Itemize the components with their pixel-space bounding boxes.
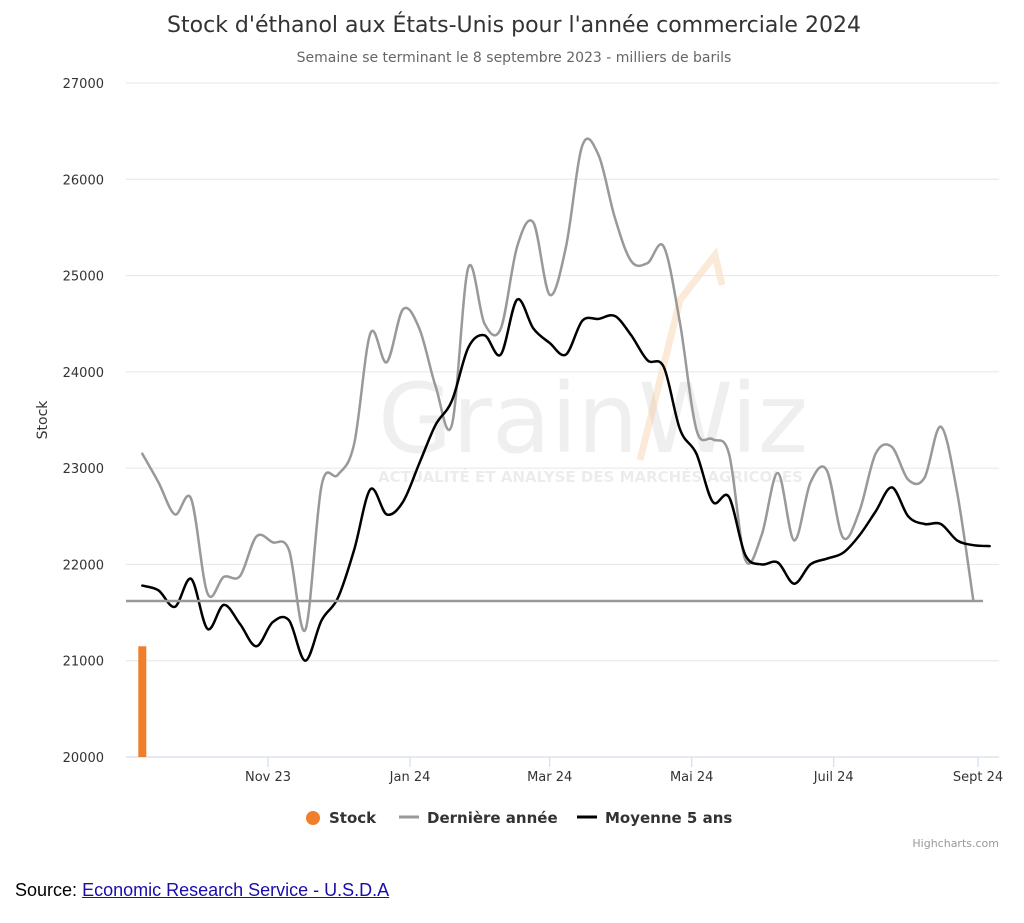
legend-item-derniere-annee[interactable]: Dernière année xyxy=(399,809,558,827)
bar-stock[interactable] xyxy=(138,646,147,757)
legend-moyenne-5-ans-label: Moyenne 5 ans xyxy=(605,809,732,827)
legend-stock-symbol xyxy=(306,811,320,825)
x-tick-label: Sept 24 xyxy=(953,770,1003,785)
x-tick-label: Nov 23 xyxy=(245,770,291,785)
plot-area xyxy=(126,137,991,757)
legend-item-moyenne-5-ans[interactable]: Moyenne 5 ans xyxy=(577,809,732,827)
highcharts-credits[interactable]: Highcharts.com xyxy=(912,837,999,850)
watermark-brand: GrainWiz xyxy=(378,363,808,475)
y-tick-label: 22000 xyxy=(63,558,104,573)
x-tick-label: Juil 24 xyxy=(813,770,854,785)
grid-lines xyxy=(126,82,999,662)
series-line-moyenne-5-ans[interactable] xyxy=(141,298,991,662)
legend-item-stock[interactable]: Stock xyxy=(306,809,377,827)
x-tick-label: Mar 24 xyxy=(527,770,572,785)
chart-title: Stock d'éthanol aux États-Unis pour l'an… xyxy=(167,12,861,38)
legend-stock-label: Stock xyxy=(329,809,377,827)
ethanol-stock-chart: GrainWiz ACTUALITÉ ET ANALYSE DES MARCHÉ… xyxy=(35,12,1003,850)
y-axis-ticks: 20000 21000 22000 23000 24000 25000 26000 27000 xyxy=(63,77,104,766)
y-tick-label: 23000 xyxy=(63,462,104,477)
y-tick-label: 20000 xyxy=(63,751,104,766)
legend: Stock Dernière année Moyenne 5 ans xyxy=(306,809,732,827)
x-axis: Nov 23 Jan 24 Mar 24 Mai 24 Juil 24 Sept 24 xyxy=(126,756,1003,785)
x-tick-label: Jan 24 xyxy=(389,770,431,785)
watermark-tagline: ACTUALITÉ ET ANALYSE DES MARCHÉS AGRICOL… xyxy=(378,467,803,486)
y-tick-label: 27000 xyxy=(63,77,104,92)
source-line: Source: Economic Research Service - U.S.… xyxy=(15,880,389,901)
y-axis-title: Stock xyxy=(35,400,51,440)
y-tick-label: 25000 xyxy=(63,270,104,285)
watermark: GrainWiz ACTUALITÉ ET ANALYSE DES MARCHÉ… xyxy=(378,247,808,486)
watermark-logo-mark xyxy=(636,247,726,461)
source-link[interactable]: Economic Research Service - U.S.D.A xyxy=(82,880,390,900)
y-tick-label: 21000 xyxy=(63,655,104,670)
legend-derniere-annee-label: Dernière année xyxy=(427,809,558,827)
y-tick-label: 24000 xyxy=(63,366,104,381)
chart-subtitle: Semaine se terminant le 8 septembre 2023… xyxy=(297,50,732,66)
series-line-derniere-annee[interactable] xyxy=(141,137,975,633)
y-tick-label: 26000 xyxy=(63,173,104,188)
source-label: Source: xyxy=(15,880,78,900)
x-tick-label: Mai 24 xyxy=(670,770,713,785)
